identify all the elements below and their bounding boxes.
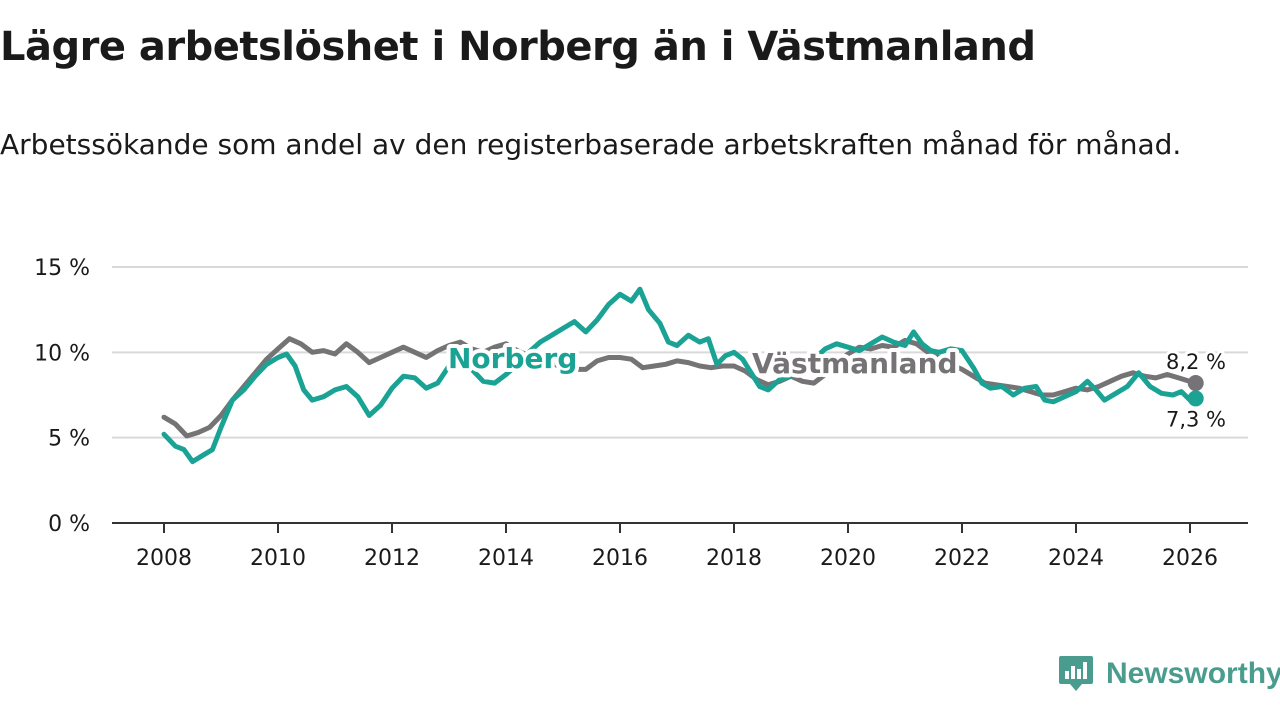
y-tick-label: 10 %	[34, 341, 90, 366]
x-tick-label: 2010	[250, 546, 306, 571]
end-label-vastmanland: 8,2 %	[1166, 350, 1226, 374]
series-line-norberg	[161, 286, 1199, 465]
gridlines	[112, 266, 1248, 439]
end-label-norberg: 7,3 %	[1166, 407, 1226, 431]
x-tick-label: 2012	[364, 546, 420, 571]
series-group	[161, 286, 1204, 465]
newsworthy-logo-icon	[1059, 656, 1093, 691]
annotations: Norberg Västmanland 8,2 % 7,3 %	[444, 338, 1229, 434]
x-tick-label: 2008	[136, 546, 192, 571]
brand: Newsworthy	[1058, 652, 1280, 696]
y-tick-label: 0 %	[48, 512, 90, 537]
x-tick-label: 2016	[592, 546, 648, 571]
series-end-point	[1187, 375, 1204, 392]
x-tick-label: 2018	[706, 546, 762, 571]
chart-title: Lägre arbetslöshet i Norberg än i Västma…	[0, 24, 1036, 70]
y-axis: 0 % 5 % 10 % 15 %	[34, 256, 90, 537]
x-tick-label: 2026	[1162, 546, 1218, 571]
series-line-vstmanland	[161, 336, 1199, 439]
chart-subtitle: Arbetssökande som andel av den registerb…	[0, 128, 1182, 161]
x-tick-label: 2014	[478, 546, 534, 571]
x-tick-label: 2022	[934, 546, 990, 571]
series-label-norberg: Norberg	[448, 342, 577, 375]
x-axis: 2008 2010 2012 2014 2016 2018 2020 2022 2024 2026	[112, 522, 1248, 571]
brand-name: Newsworthy	[1106, 657, 1280, 690]
series-label-vastmanland: Västmanland	[752, 347, 958, 380]
y-tick-label: 5 %	[48, 427, 90, 452]
series-end-point	[1187, 390, 1204, 407]
y-tick-label: 15 %	[34, 256, 90, 281]
x-tick-label: 2024	[1048, 546, 1104, 571]
x-tick-label: 2020	[820, 546, 876, 571]
